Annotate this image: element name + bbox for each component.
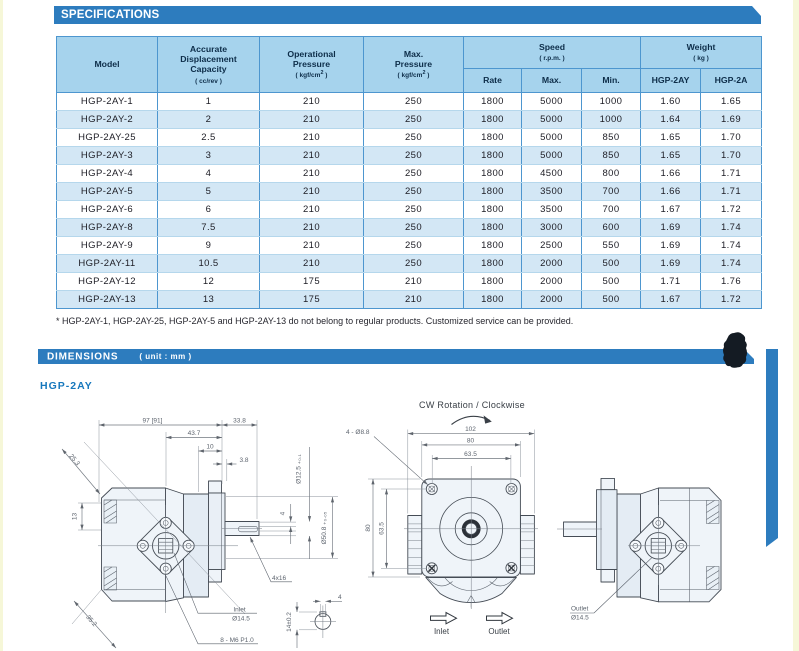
svg-text:4 - Ø8.8: 4 - Ø8.8 <box>346 429 370 436</box>
svg-text:102: 102 <box>465 426 476 433</box>
svg-text:Ø12.5 ₊₀.₁: Ø12.5 ₊₀.₁ <box>296 453 303 483</box>
svg-text:33.8: 33.8 <box>233 418 246 425</box>
svg-text:43.7: 43.7 <box>188 430 201 437</box>
svg-text:13: 13 <box>72 513 79 521</box>
svg-text:97 [91]: 97 [91] <box>143 418 163 425</box>
svg-text:8 - M6 P1.0: 8 - M6 P1.0 <box>220 637 254 644</box>
svg-text:63.5: 63.5 <box>379 522 386 535</box>
svg-text:4: 4 <box>280 511 287 515</box>
svg-text:80: 80 <box>365 524 372 532</box>
svg-text:CW Rotation / Clockwise: CW Rotation / Clockwise <box>419 400 525 410</box>
svg-text:63.5: 63.5 <box>464 451 477 458</box>
svg-text:10: 10 <box>206 444 214 451</box>
svg-text:Outlet: Outlet <box>571 606 589 613</box>
svg-text:25.3: 25.3 <box>67 453 81 467</box>
svg-text:Outlet: Outlet <box>488 627 510 636</box>
svg-text:Ø14.5: Ø14.5 <box>571 615 589 622</box>
svg-text:80: 80 <box>467 438 475 445</box>
svg-text:Inlet: Inlet <box>233 607 245 614</box>
svg-text:14±0.2: 14±0.2 <box>286 612 293 632</box>
svg-text:4: 4 <box>338 594 342 601</box>
svg-text:Ø50.8 ₊₀.₀₅: Ø50.8 ₊₀.₀₅ <box>321 511 328 544</box>
svg-text:Ø14.5: Ø14.5 <box>232 616 250 623</box>
svg-text:Inlet: Inlet <box>434 627 450 636</box>
svg-text:4x16: 4x16 <box>272 575 286 582</box>
svg-text:3.8: 3.8 <box>239 457 248 464</box>
